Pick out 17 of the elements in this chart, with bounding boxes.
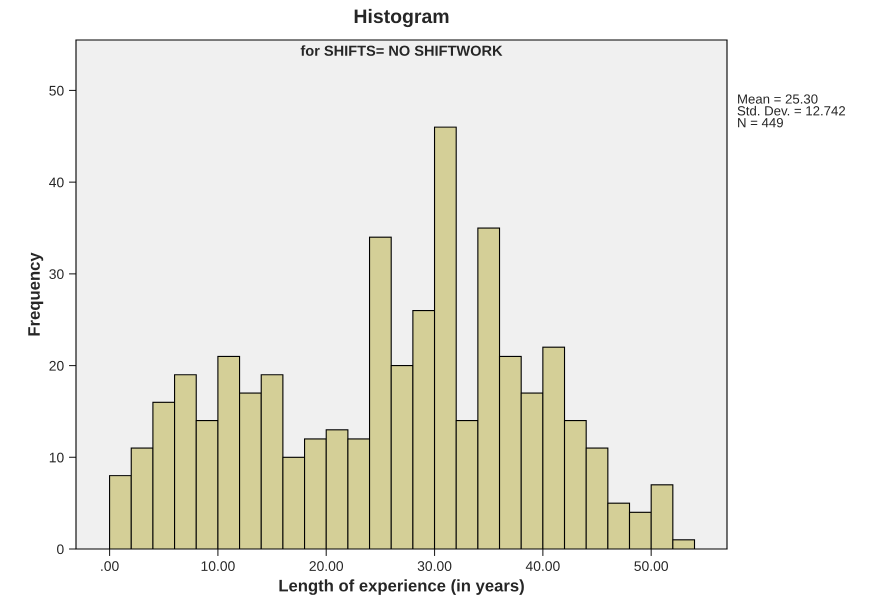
y-tick-label: 20 <box>49 360 64 371</box>
y-tick-label: 0 <box>57 544 64 554</box>
x-tick-label: .00 <box>101 561 119 572</box>
chart-subtitle: for SHIFTS= NO SHIFTWORK <box>300 45 502 56</box>
y-tick-label: 50 <box>49 86 64 96</box>
x-tick-label: 20.00 <box>310 561 344 572</box>
x-tick-label: 30.00 <box>418 561 452 572</box>
y-tick-label: 40 <box>49 177 64 188</box>
x-tick-label: 10.00 <box>202 561 235 572</box>
x-axis-title: Length of experience (in years) <box>279 579 524 595</box>
y-tick-label: 30 <box>49 269 64 280</box>
x-tick-label: 40.00 <box>526 561 560 572</box>
x-tick-label: 50.00 <box>634 561 668 572</box>
chart-title: Histogram <box>354 8 448 28</box>
text: Mean = 25.30 Std. Dev. = 12.742 N = 449 <box>738 94 846 128</box>
y-axis-title: Frequency <box>28 252 44 336</box>
y-tick-label: 10 <box>50 452 64 462</box>
